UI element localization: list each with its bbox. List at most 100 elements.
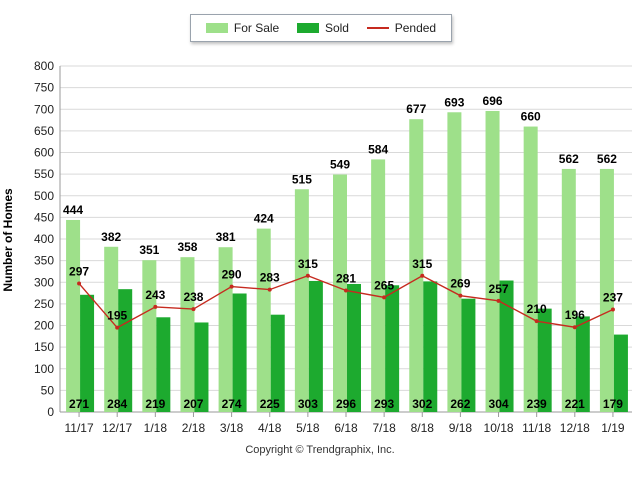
legend: For Sale Sold Pended xyxy=(190,14,452,42)
for-sale-data-label: 444 xyxy=(63,203,83,217)
pended-point xyxy=(610,307,615,312)
pended-data-label: 297 xyxy=(69,265,89,279)
sold-data-label: 302 xyxy=(412,397,432,411)
pended-point xyxy=(420,273,425,278)
sold-bar xyxy=(537,308,552,412)
y-tick-label: 800 xyxy=(34,59,54,73)
pended-point xyxy=(458,293,463,298)
for-sale-data-label: 382 xyxy=(101,230,121,244)
sold-bar xyxy=(499,280,514,412)
x-tick-label: 5/18 xyxy=(296,421,320,435)
legend-item-for-sale: For Sale xyxy=(205,21,280,35)
pended-data-label: 281 xyxy=(336,271,356,285)
for-sale-bar xyxy=(523,126,538,413)
y-tick-label: 400 xyxy=(34,232,54,246)
pended-point xyxy=(153,304,158,309)
sold-bar xyxy=(156,317,171,412)
sold-bar xyxy=(118,289,133,412)
for-sale-bar xyxy=(485,110,500,412)
y-tick-label: 700 xyxy=(34,102,54,116)
pended-point xyxy=(534,319,539,324)
y-tick-label: 250 xyxy=(34,297,54,311)
x-axis-ticks: 11/17 12/17 1/18 2/18 3/18 4/18 5/18 6/18 7/18 8/… xyxy=(64,412,625,435)
for-sale-data-label: 358 xyxy=(177,240,197,254)
for-sale-data-label: 584 xyxy=(368,142,388,156)
y-tick-label: 50 xyxy=(41,383,55,397)
y-tick-label: 750 xyxy=(34,81,54,95)
pended-point xyxy=(344,288,348,293)
x-tick-label: 12/17 xyxy=(102,421,132,435)
legend-label-for-sale: For Sale xyxy=(233,21,280,35)
sold-data-label: 221 xyxy=(565,397,585,411)
for-sale-bar xyxy=(142,260,157,412)
for-sale-bar xyxy=(66,219,81,412)
y-tick-label: 100 xyxy=(34,362,54,376)
for-sale-data-label: 549 xyxy=(330,158,350,172)
for-sale-bar xyxy=(447,112,462,412)
for-sale-bar xyxy=(371,159,386,412)
for-sale-bar xyxy=(409,119,424,412)
sold-data-label: 296 xyxy=(336,397,356,411)
for-sale-bar xyxy=(599,168,614,412)
for-sale-data-label: 562 xyxy=(559,152,579,166)
pended-point xyxy=(229,284,234,289)
sold-data-label: 239 xyxy=(527,397,547,411)
y-tick-label: 500 xyxy=(34,189,54,203)
legend-swatch-for-sale xyxy=(205,23,228,33)
for-sale-bar xyxy=(561,168,576,412)
pended-data-label: 290 xyxy=(222,268,242,282)
pended-data-label: 269 xyxy=(450,277,470,291)
for-sale-data-label: 351 xyxy=(139,243,159,257)
sold-bar xyxy=(308,280,323,412)
for-sale-data-label: 515 xyxy=(292,172,312,186)
pended-point xyxy=(382,295,387,300)
sold-bar xyxy=(270,314,285,412)
pended-point xyxy=(496,298,501,303)
for-sale-bar xyxy=(294,189,309,412)
x-tick-label: 12/18 xyxy=(560,421,590,435)
sold-data-label: 225 xyxy=(260,397,280,411)
sold-bar xyxy=(347,283,361,412)
x-tick-label: 9/18 xyxy=(449,421,473,435)
for-sale-data-label: 677 xyxy=(406,102,426,116)
bars xyxy=(66,110,628,413)
pended-point xyxy=(305,273,310,278)
pended-data-label: 237 xyxy=(603,290,623,304)
for-sale-data-label: 660 xyxy=(521,110,541,124)
for-sale-data-label: 381 xyxy=(216,230,236,244)
pended-data-label: 283 xyxy=(260,271,280,285)
x-tick-label: 3/18 xyxy=(220,421,244,435)
pended-data-label: 195 xyxy=(107,309,127,323)
data-labels: 444 271 297 382 284 195 351 219 243 358 207 238 381 2… xyxy=(63,94,623,411)
sold-bar xyxy=(385,285,400,412)
pended-data-label: 257 xyxy=(489,282,509,296)
for-sale-data-label: 562 xyxy=(597,152,617,166)
y-tick-label: 350 xyxy=(34,254,54,268)
y-tick-label: 300 xyxy=(34,275,54,289)
pended-data-label: 315 xyxy=(298,257,318,271)
sold-data-label: 304 xyxy=(489,397,509,411)
pended-line xyxy=(77,273,615,330)
y-tick-label: 550 xyxy=(34,167,54,181)
pended-data-label: 243 xyxy=(145,288,165,302)
sold-data-label: 271 xyxy=(69,397,89,411)
sold-bar xyxy=(423,281,438,412)
x-tick-label: 7/18 xyxy=(372,421,396,435)
sold-data-label: 284 xyxy=(107,397,127,411)
pended-data-label: 210 xyxy=(527,302,547,316)
legend-label-pended: Pended xyxy=(394,21,437,35)
sold-data-label: 293 xyxy=(374,397,394,411)
pended-data-label: 265 xyxy=(374,278,394,292)
pended-point xyxy=(267,287,272,292)
x-tick-label: 2/18 xyxy=(182,421,206,435)
pended-data-label: 238 xyxy=(183,290,203,304)
sold-bar xyxy=(613,334,628,412)
sold-data-label: 262 xyxy=(450,397,470,411)
x-tick-label: 1/18 xyxy=(144,421,168,435)
y-tick-label: 600 xyxy=(34,146,54,160)
pended-data-label: 315 xyxy=(412,257,432,271)
for-sale-data-label: 693 xyxy=(444,95,464,109)
legend-item-pended: Pended xyxy=(366,21,437,35)
for-sale-data-label: 696 xyxy=(483,94,503,108)
